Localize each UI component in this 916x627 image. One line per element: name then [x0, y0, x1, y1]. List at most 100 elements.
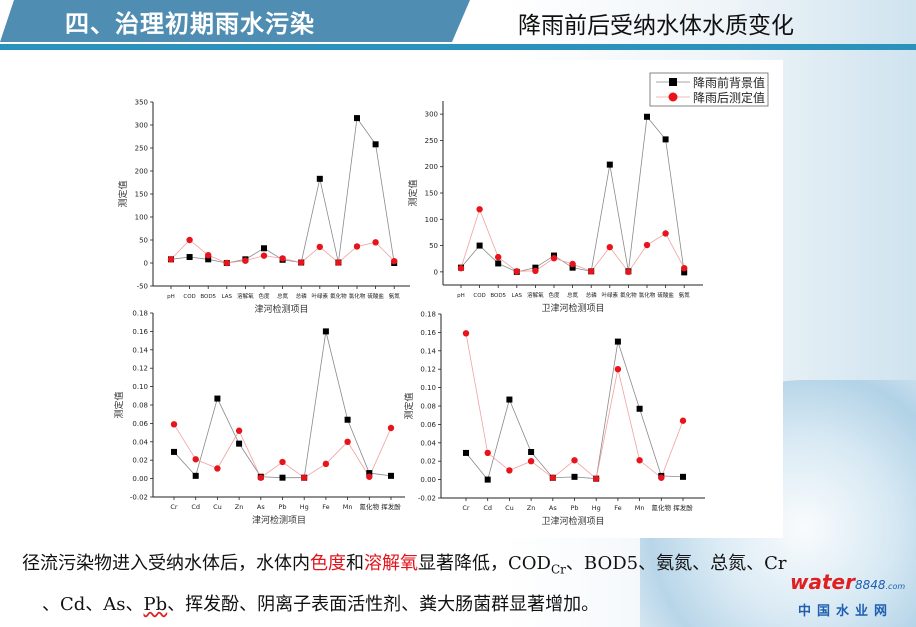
y-tick-label: 0: [434, 268, 438, 276]
summary-text: 径流污染物进入受纳水体后，水体内: [22, 553, 310, 574]
section-banner: [0, 0, 470, 42]
x-tick-label: 氯化物: [349, 292, 366, 300]
y-tick-label: 0.18: [420, 311, 436, 319]
data-point-before: [236, 440, 243, 447]
data-point-after: [625, 268, 632, 276]
x-tick-label: 色度: [258, 292, 270, 300]
data-point-after: [484, 449, 491, 457]
x-tick-label: Zn: [235, 503, 244, 511]
x-tick-label: 硫酸盐: [657, 291, 674, 299]
data-point-after: [681, 264, 688, 272]
x-tick-label: 叶绿素: [602, 291, 619, 299]
x-tick-label: Cu: [213, 503, 222, 511]
data-point-after: [462, 330, 470, 337]
x-tick-label: BOD5: [200, 294, 216, 300]
data-point-before: [388, 472, 394, 479]
logo-com: .com: [885, 582, 906, 591]
x-tick-label: Fe: [614, 504, 621, 512]
chart-4: -0.02 0.00 0.02 0.04 0.06 0.08 0.10 0.12 0.14 0.1…: [403, 311, 705, 527]
data-point-before: [322, 328, 329, 335]
data-point-before: [569, 264, 576, 271]
x-tick-label: 叶绿素: [312, 292, 329, 300]
y-tick-label: 0.06: [132, 420, 148, 428]
y-tick-label: 0.02: [420, 458, 436, 466]
y-tick-label: 0.00: [132, 475, 148, 483]
series-line-before: [173, 331, 392, 479]
y-tick-label: 300: [425, 111, 438, 119]
cod-subscript: Cr: [550, 562, 566, 577]
summary-text: 、BOD5、氨氮、总氮、Cr: [565, 553, 787, 574]
y-tick-label: -50: [137, 283, 148, 291]
x-tick-label: COD: [473, 293, 485, 299]
summary-line-1: 径流污染物进入受纳水体后，水体内色度和溶解氧显著降低，CODCr、BOD5、氨氮…: [22, 549, 786, 577]
data-point-after: [588, 268, 595, 275]
x-tick-label: pH: [167, 294, 175, 300]
x-tick-label: Cd: [483, 504, 492, 512]
data-point-before: [316, 175, 323, 182]
data-point-after: [322, 460, 330, 468]
data-point-after: [569, 260, 576, 268]
x-axis-label: 津河检测项目: [254, 303, 308, 315]
series-line-before: [460, 115, 685, 273]
x-tick-label: 总氮: [567, 291, 579, 299]
y-tick-label: 200: [425, 163, 438, 171]
data-point-before: [354, 115, 360, 122]
y-tick-label: 300: [135, 122, 148, 130]
series-line-before: [170, 117, 395, 264]
y-tick-label: 150: [135, 191, 148, 199]
y-tick-label: 0.06: [420, 421, 436, 429]
data-point-after: [658, 474, 665, 481]
data-point-before: [279, 474, 286, 481]
y-axis-label: 测定值: [117, 180, 129, 207]
highlight-dissolved-oxygen: 溶解氧: [364, 553, 418, 574]
summary-pb: Pb: [143, 594, 168, 615]
watermark-logo: water8848.com 中国水业网: [790, 570, 910, 620]
data-point-after: [550, 254, 558, 262]
x-tick-label: 色度: [548, 291, 560, 299]
x-tick-label: 总氮: [277, 292, 289, 300]
x-tick-label: Mn: [635, 504, 645, 512]
x-tick-label: 挥发酚: [673, 503, 693, 512]
y-tick-label: 0.10: [420, 384, 436, 392]
y-tick-label: 250: [135, 145, 148, 153]
y-tick-label: 0.00: [420, 476, 436, 484]
data-point-after: [606, 243, 613, 251]
x-tick-label: Pb: [278, 503, 286, 511]
data-point-after: [372, 239, 379, 246]
data-point-after: [257, 474, 264, 481]
data-point-after: [205, 251, 212, 259]
x-tick-label: 总磷: [296, 292, 308, 300]
data-point-after: [662, 230, 669, 237]
y-tick-label: 0: [144, 260, 148, 268]
data-point-before: [476, 242, 483, 249]
legend: 降雨前背景值 降雨后测定值: [649, 72, 769, 107]
data-point-after: [506, 467, 513, 474]
data-point-before: [571, 473, 578, 480]
data-point-after: [298, 259, 305, 266]
data-point-before: [484, 476, 491, 483]
data-point-before: [636, 405, 643, 412]
slide-title: 降雨前后受纳水体水质变化: [518, 13, 794, 39]
x-tick-label: LAS: [222, 294, 233, 300]
y-tick-label: 0.18: [132, 310, 148, 318]
x-tick-label: 氯化物: [639, 291, 656, 299]
legend-marker-before: [669, 78, 677, 86]
data-point-after: [532, 267, 539, 275]
y-tick-label: 250: [425, 137, 438, 145]
legend-label-after: 降雨后测定值: [693, 90, 765, 105]
y-tick-label: 150: [425, 190, 438, 198]
data-point-before: [205, 256, 212, 263]
x-tick-label: Pb: [570, 504, 578, 512]
data-point-after: [495, 253, 502, 261]
data-point-before: [614, 338, 621, 345]
x-tick-label: Mn: [343, 503, 353, 511]
data-point-after: [476, 206, 483, 213]
summary-text: 和: [346, 553, 364, 574]
x-axis-label: 卫津河检测项目: [541, 302, 604, 314]
legend-label-before: 降雨前背景值: [693, 75, 765, 90]
data-point-before: [506, 396, 513, 403]
y-tick-label: 0.14: [132, 346, 148, 354]
x-tick-label: 氰化物: [652, 503, 672, 512]
x-tick-label: BOD5: [490, 293, 506, 299]
data-point-before: [372, 141, 379, 148]
